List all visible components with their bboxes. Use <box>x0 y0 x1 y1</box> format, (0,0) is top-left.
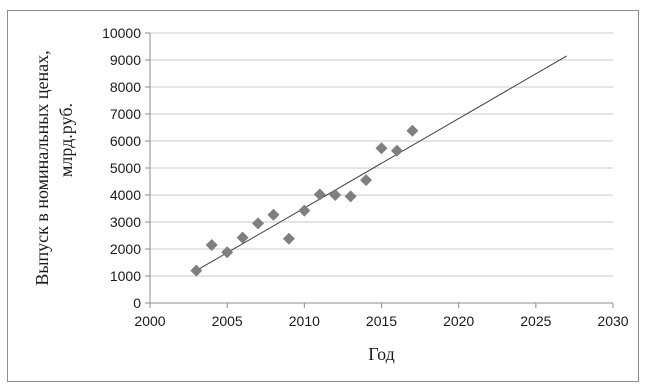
y-axis-title-line-1: Выпуск в номинальных ценах, <box>32 50 52 285</box>
y-tick-label: 0 <box>133 295 141 311</box>
y-tick-label: 10000 <box>102 25 141 41</box>
data-point <box>390 144 403 157</box>
y-tick-label: 7000 <box>110 106 141 122</box>
y-tick-label: 3000 <box>110 214 141 230</box>
data-point <box>236 231 249 244</box>
y-tick-label: 6000 <box>110 133 141 149</box>
y-tick-label: 8000 <box>110 79 141 95</box>
data-point <box>406 124 419 137</box>
data-point <box>313 188 326 201</box>
x-tick-label: 2010 <box>289 313 320 329</box>
y-tick-label: 1000 <box>110 268 141 284</box>
y-axis-title-line-2: млрд.руб. <box>56 103 76 177</box>
data-point <box>360 174 373 187</box>
x-tick-label: 2030 <box>597 313 628 329</box>
x-axis-title: Год <box>368 344 394 364</box>
data-point <box>329 189 342 201</box>
data-point <box>205 238 218 251</box>
y-tick-label: 2000 <box>110 241 141 257</box>
data-point <box>344 190 357 203</box>
x-tick-label: 2000 <box>134 313 165 329</box>
trendline-group <box>196 55 567 272</box>
x-tick-label: 2020 <box>443 313 474 329</box>
data-point <box>375 142 388 155</box>
x-tick-label: 2025 <box>520 313 551 329</box>
x-tick-label: 2005 <box>212 313 243 329</box>
y-tick-label: 4000 <box>110 187 141 203</box>
trendline <box>196 55 567 272</box>
data-point <box>190 264 203 277</box>
tick-labels: 0 1000 2000 3000 4000 5000 6000 7000 8000 9000 100… <box>102 25 629 329</box>
points-group <box>190 124 419 277</box>
y-tick-label: 5000 <box>110 160 141 176</box>
data-point <box>267 208 280 221</box>
data-point <box>252 217 265 230</box>
data-point <box>221 246 234 259</box>
y-tick-label: 9000 <box>110 52 141 68</box>
data-point <box>298 204 311 217</box>
x-tick-label: 2015 <box>366 313 397 329</box>
data-point <box>282 232 295 245</box>
axes <box>145 32 614 308</box>
